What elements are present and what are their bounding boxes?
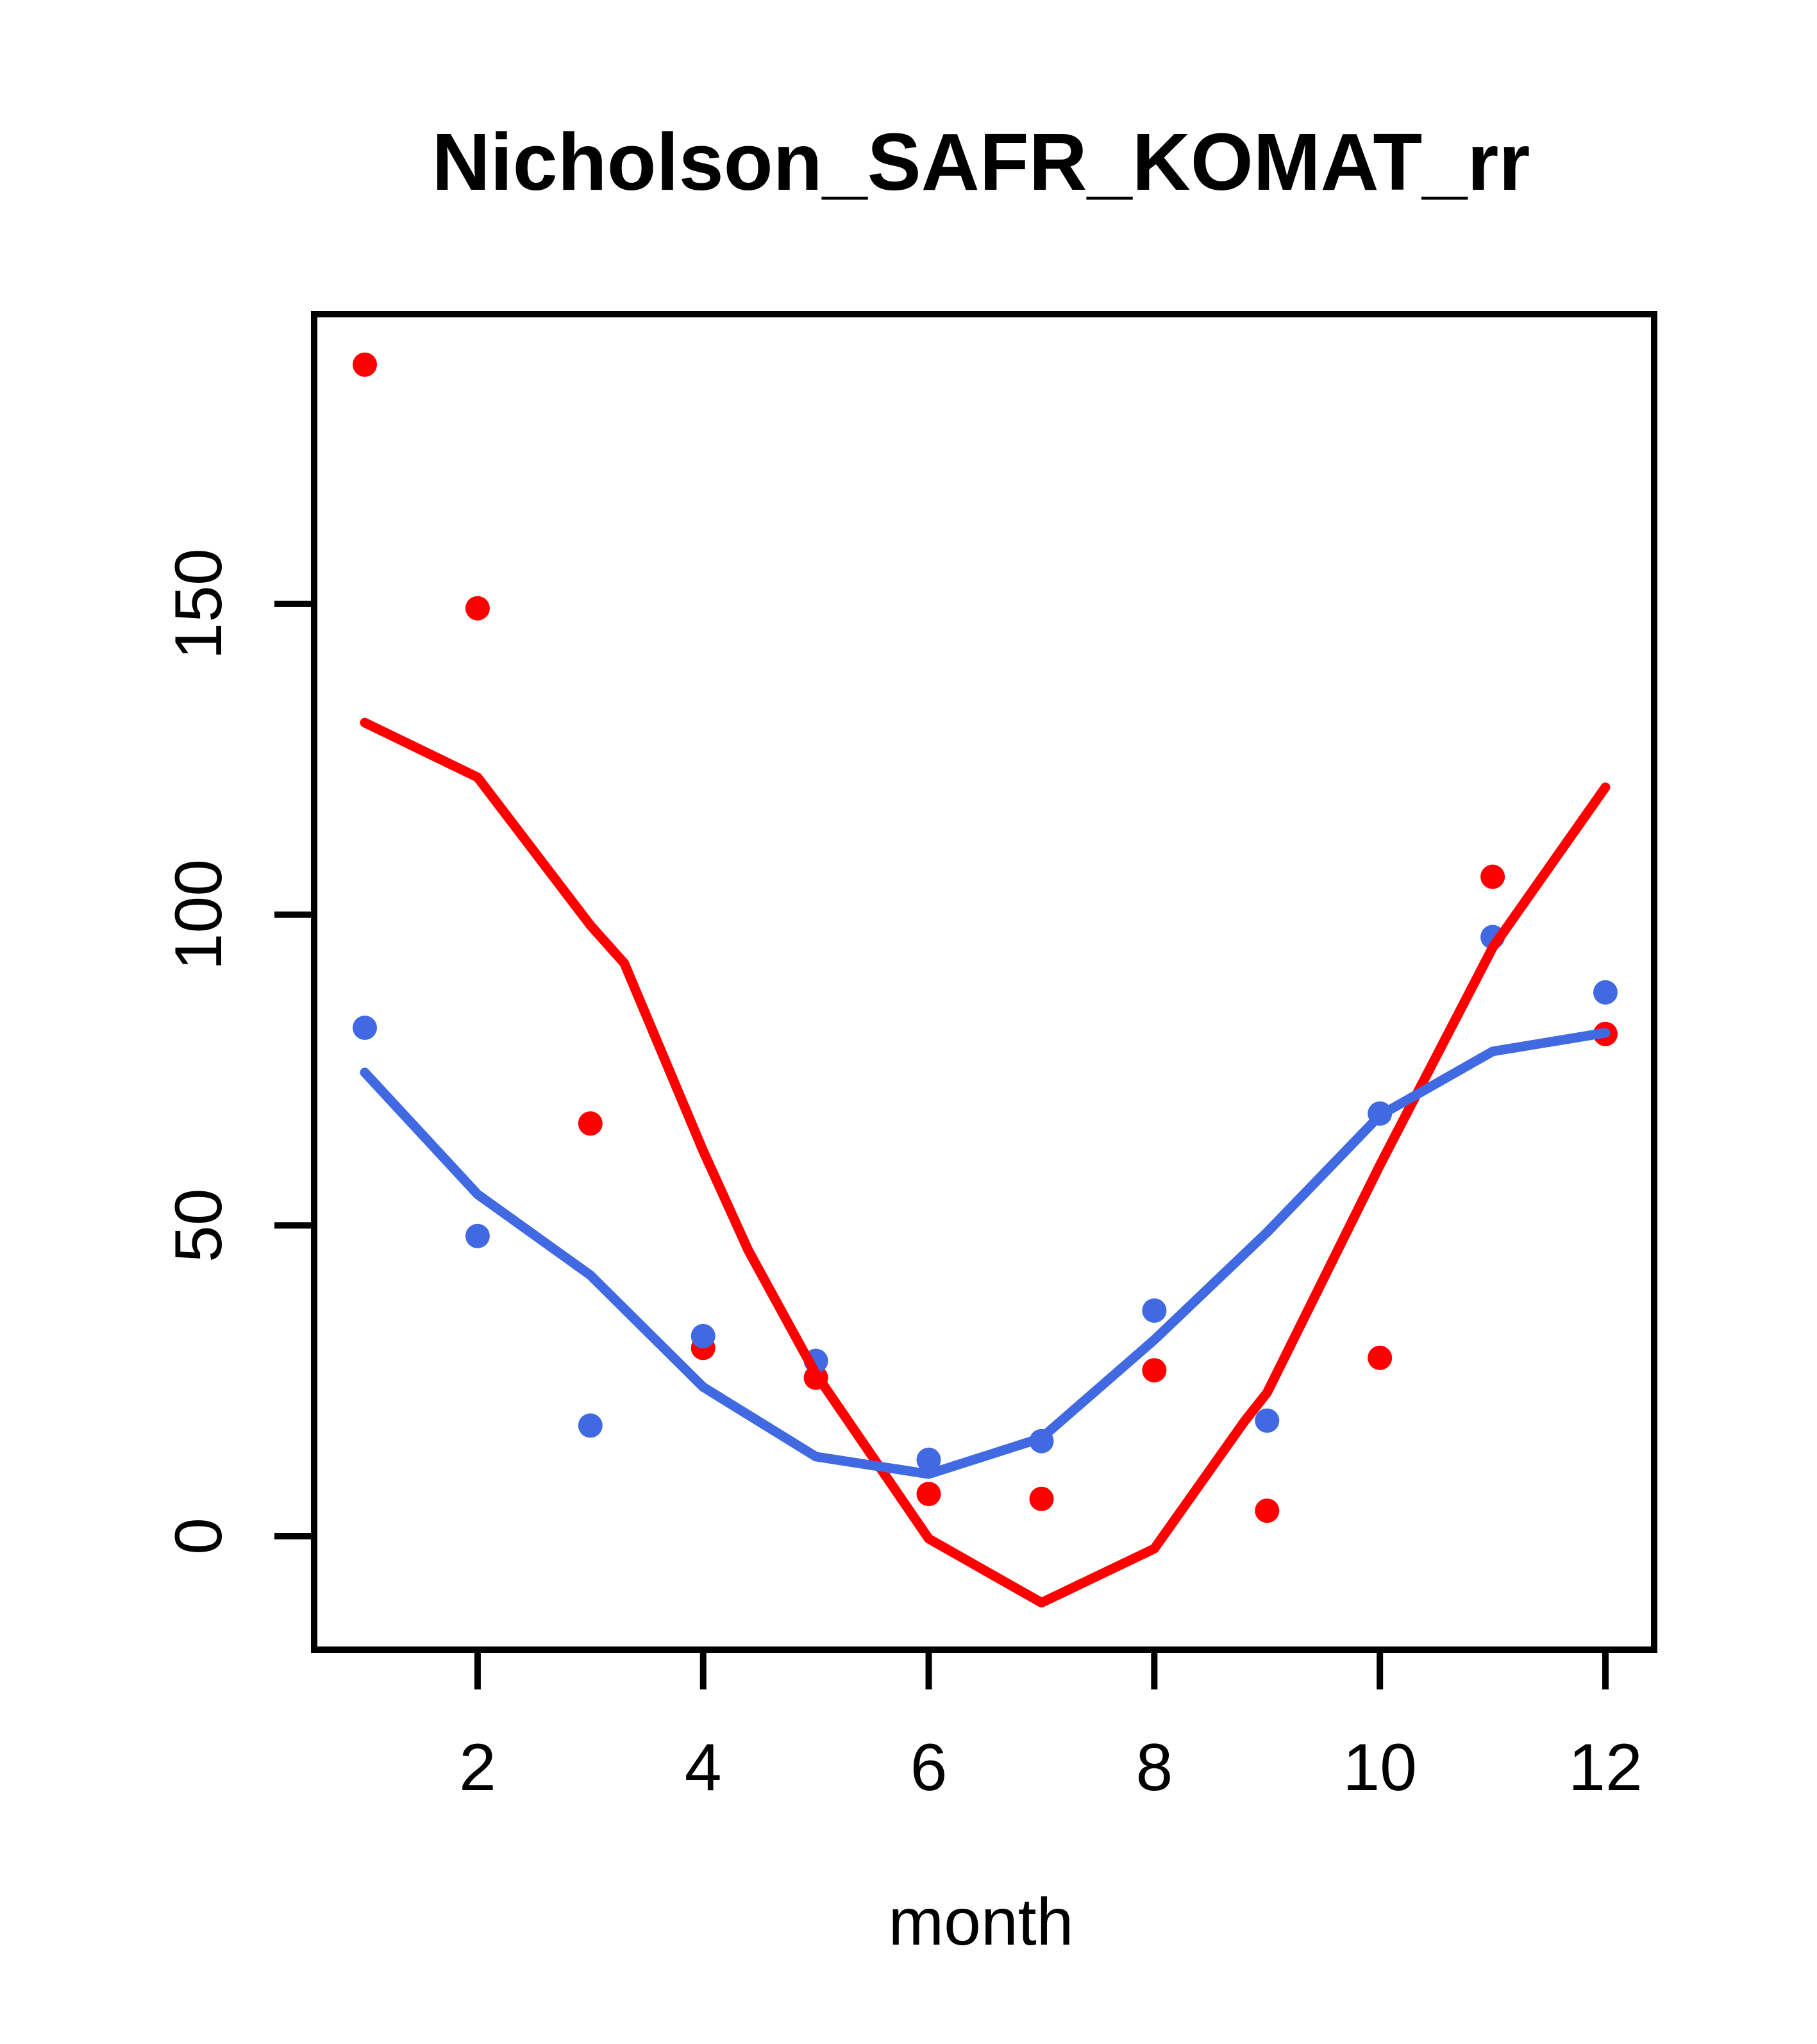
data-series-layer (353, 352, 1618, 1608)
data-point-red-points-month-10 (1368, 1345, 1393, 1370)
y-tick-label: 0 (162, 1518, 236, 1555)
x-axis-label: month (888, 1885, 1073, 1959)
data-point-blue-points-month-2 (465, 1223, 490, 1248)
data-point-red-points-month-2 (465, 596, 490, 621)
chart-title: Nicholson_SAFR_KOMAT_rr (432, 117, 1530, 207)
x-tick-label: 4 (685, 1730, 722, 1805)
data-point-red-points-month-6 (916, 1482, 941, 1507)
x-tick-label: 6 (910, 1730, 948, 1805)
x-tick-label: 10 (1343, 1730, 1417, 1805)
y-axis: 0 50 100 150 (162, 548, 314, 1555)
data-point-blue-points-month-6 (916, 1447, 941, 1472)
x-tick-label: 8 (1135, 1730, 1173, 1805)
data-point-red-points-month-7 (1029, 1486, 1054, 1511)
data-point-blue-points-month-9 (1255, 1408, 1280, 1433)
x-tick-label: 12 (1568, 1730, 1643, 1805)
red-loess-line (360, 717, 1611, 1608)
data-point-red-points-month-8 (1142, 1358, 1167, 1383)
data-point-red-points-month-9 (1255, 1498, 1280, 1523)
data-point-blue-points-month-12 (1593, 980, 1618, 1005)
data-point-blue-points-month-1 (353, 1016, 377, 1040)
data-point-red-points-month-11 (1480, 864, 1505, 889)
blue-loess-line (360, 1028, 1611, 1479)
x-tick-label: 2 (459, 1730, 496, 1805)
y-tick-label: 100 (162, 859, 236, 971)
data-point-red-points-month-3 (578, 1111, 603, 1136)
x-axis: 2 4 6 8 10 12 (459, 1650, 1643, 1805)
y-tick-label: 50 (162, 1188, 236, 1262)
plot-box (311, 311, 1657, 1653)
data-point-blue-points-month-8 (1142, 1298, 1167, 1323)
data-point-blue-points-month-4 (691, 1323, 716, 1348)
y-tick-label: 150 (162, 548, 236, 660)
data-point-blue-points-month-3 (578, 1413, 603, 1438)
data-point-red-points-month-1 (353, 352, 377, 377)
